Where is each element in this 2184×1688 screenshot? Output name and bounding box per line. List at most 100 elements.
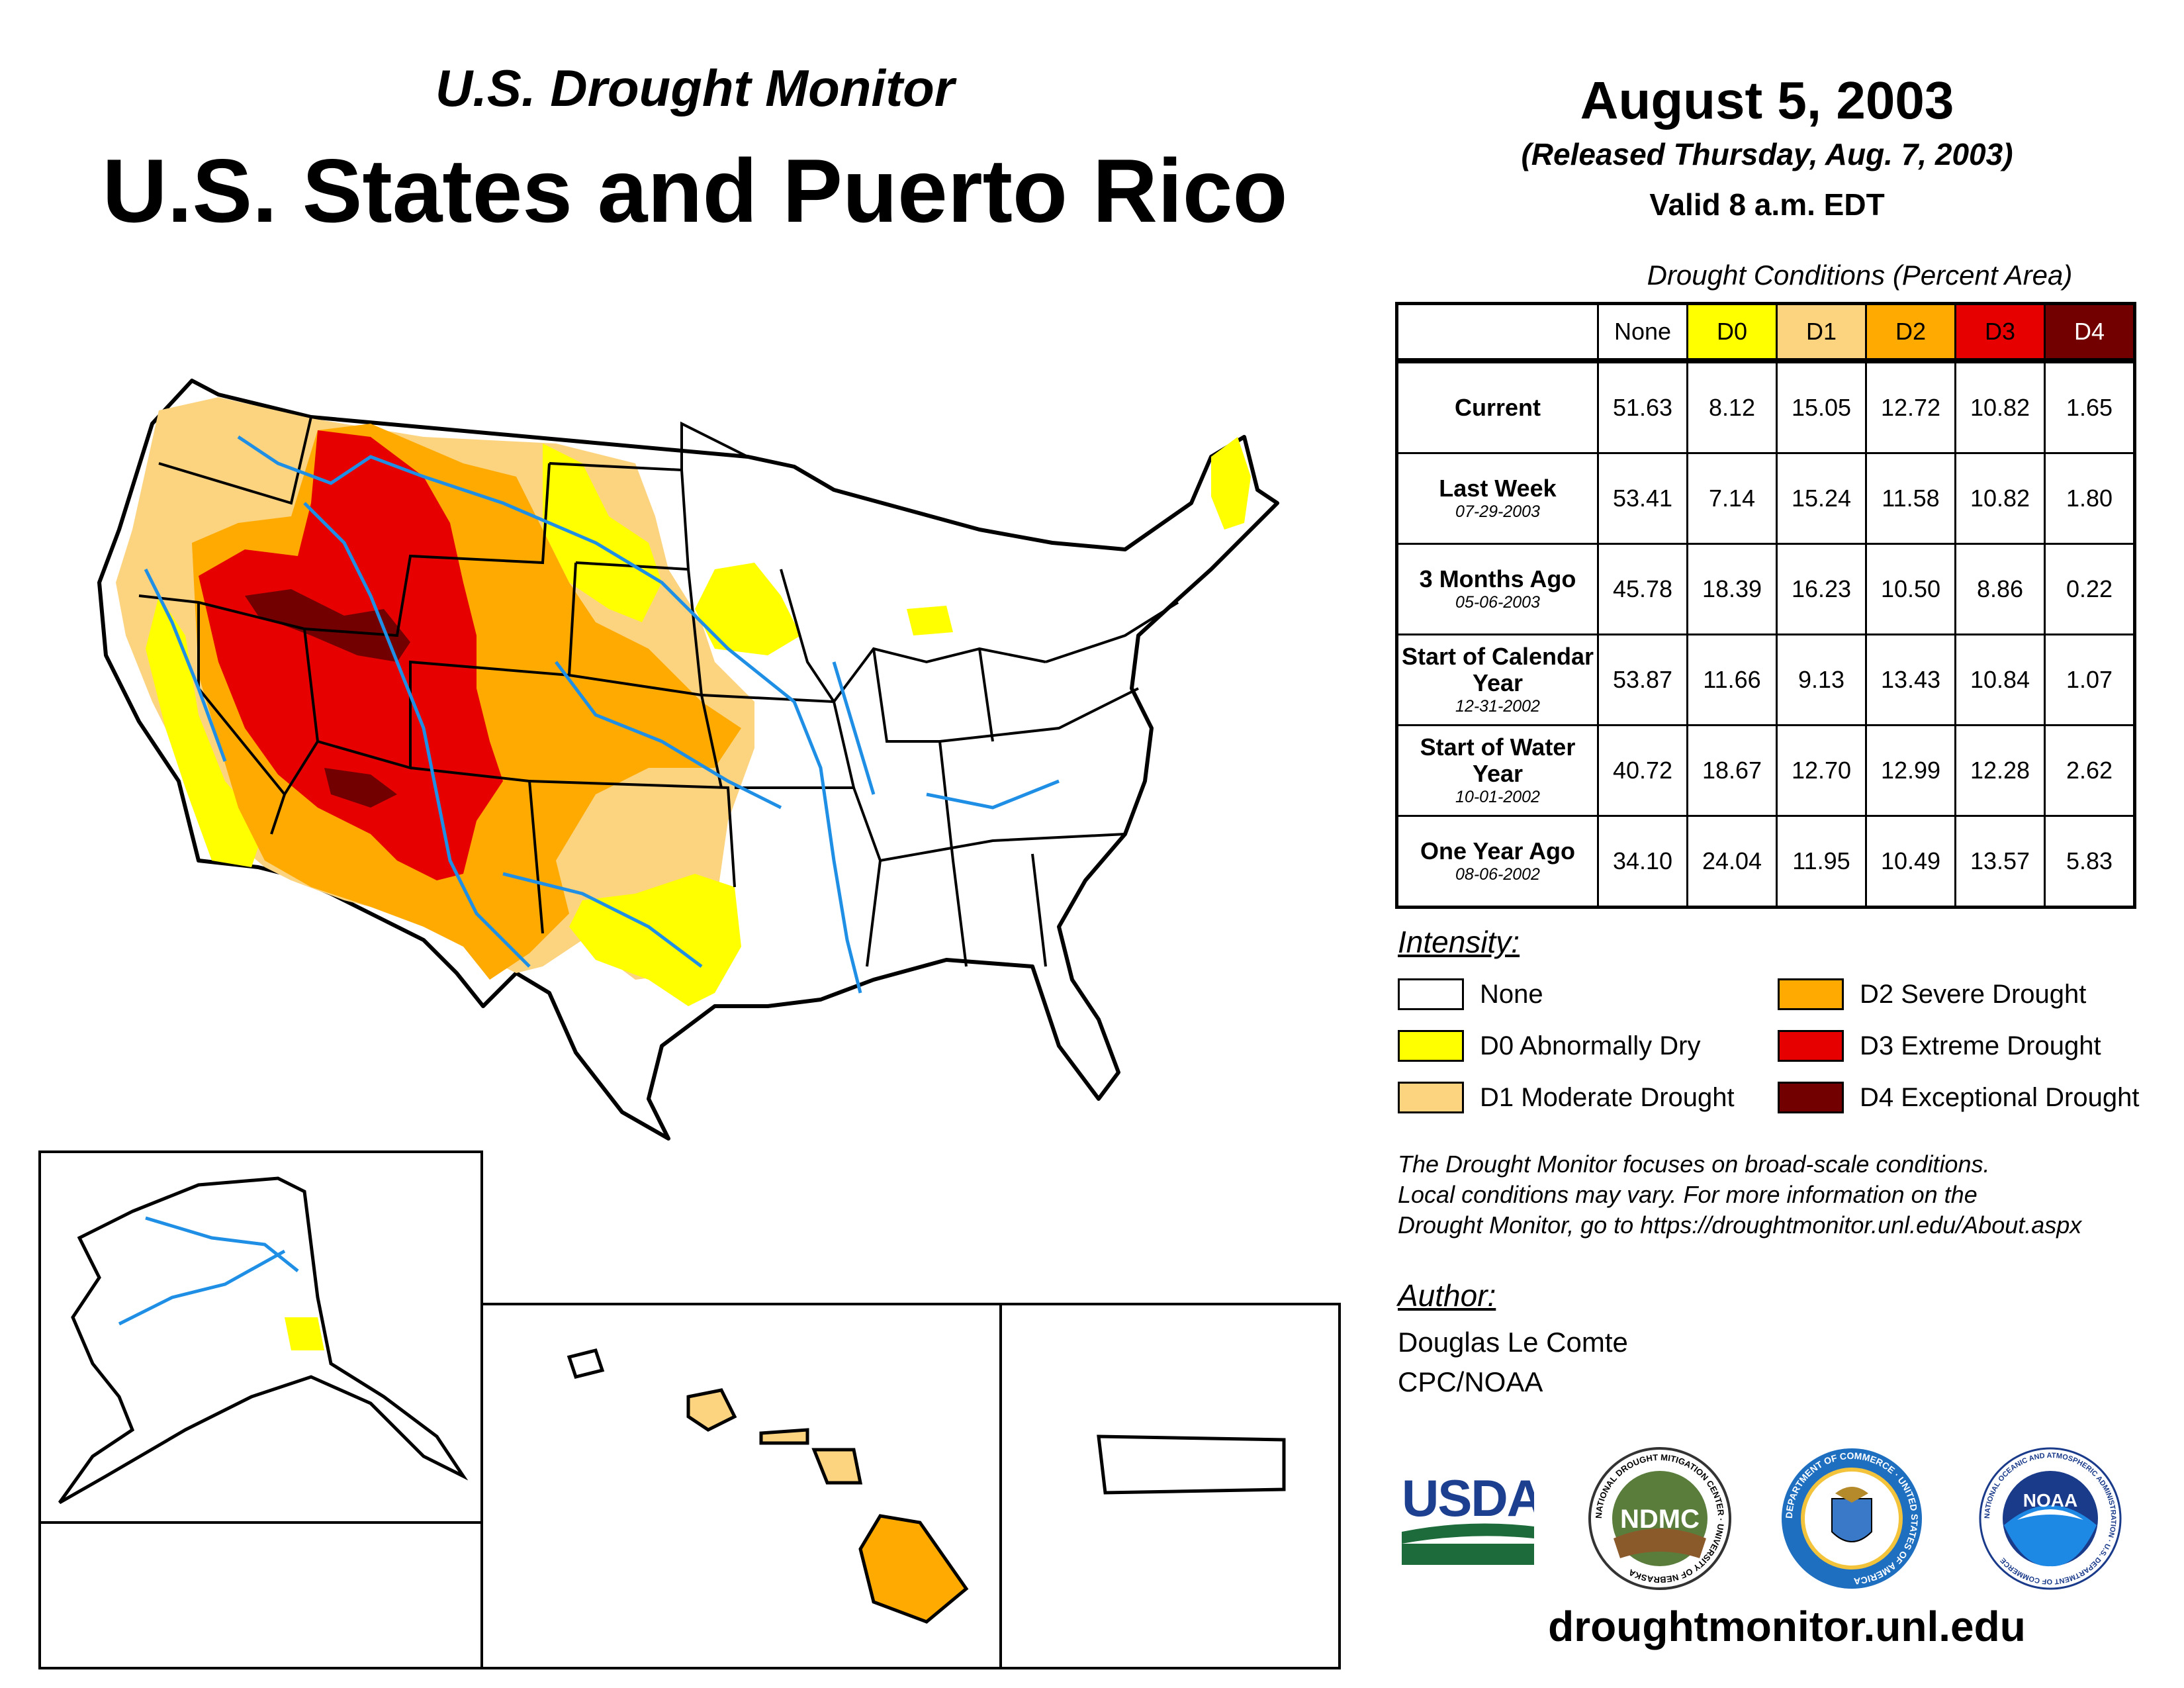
row-label: Current [1396, 358, 1599, 454]
legend-item-d2: D2 Severe Drought [1778, 978, 2086, 1010]
row-date: 05-06-2003 [1455, 593, 1540, 612]
table-header-row: None D0 D1 D2 D3 D4 [1396, 303, 2136, 362]
table-cell: 9.13 [1776, 633, 1867, 726]
row-label-text: Start of Water Year [1420, 733, 1576, 787]
hawaii-kauai [567, 1348, 605, 1379]
d0-region-maine [1211, 437, 1251, 530]
d0-region-cal [146, 596, 265, 867]
table-cell: 12.99 [1865, 724, 1956, 817]
legend-label: D2 Severe Drought [1860, 979, 2087, 1009]
col-header-d4: D4 [2044, 303, 2136, 362]
alaska-d0 [285, 1317, 324, 1350]
hawaii-big-island [858, 1514, 969, 1624]
legend-swatch [1398, 1082, 1464, 1113]
d3-region-west [199, 430, 503, 880]
col-header-d0: D0 [1686, 303, 1778, 362]
usda-logo-text: USDA [1402, 1469, 1534, 1527]
legend-swatch [1398, 978, 1464, 1010]
ndmc-logo-text: NDMC [1620, 1505, 1700, 1534]
table-cell: 18.39 [1686, 543, 1778, 635]
legend-label: D3 Extreme Drought [1860, 1031, 2101, 1060]
table-cell: 1.65 [2044, 358, 2136, 454]
col-header-d2: D2 [1865, 303, 1956, 362]
table-row: Start of Calendar Year 12-31-2002 53.87 11.… [1396, 633, 2136, 726]
table-cell: 10.82 [1954, 358, 2046, 454]
legend-item-d0: D0 Abnormally Dry [1398, 1030, 1700, 1062]
rivers [144, 435, 1060, 994]
table-cell: 12.28 [1954, 724, 2046, 817]
row-label-text: 3 Months Ago [1419, 565, 1576, 592]
website-link[interactable]: droughtmonitor.unl.edu [1548, 1603, 2026, 1650]
row-label: One Year Ago 08-06-2002 [1396, 815, 1599, 908]
row-date: 08-06-2002 [1455, 865, 1540, 884]
table-cell: 10.84 [1954, 633, 2046, 726]
table-cell: 53.87 [1597, 633, 1688, 726]
table-cell: 2.62 [2044, 724, 2136, 817]
d0-region-midwest [695, 563, 801, 655]
commerce-seal-logo: DEPARTMENT OF COMMERCE · UNITED STATES O… [1782, 1448, 1922, 1589]
hawaii-molokai [759, 1428, 809, 1445]
d4-region-sw [324, 768, 397, 808]
hawaii-maui [811, 1448, 863, 1485]
release-date: (Released Thursday, Aug. 7, 2003) [1521, 137, 2013, 171]
disclaimer-line: Local conditions may vary. For more info… [1398, 1181, 1978, 1208]
row-label-text: Current [1454, 394, 1541, 421]
legend-label: D4 Exceptional Drought [1860, 1082, 2140, 1112]
table-row: Start of Water Year 10-01-2002 40.72 18.67 1… [1396, 724, 2136, 817]
map-date: August 5, 2003 [1580, 71, 1954, 130]
legend-label: D0 Abnormally Dry [1480, 1031, 1701, 1060]
row-label: Last Week 07-29-2003 [1396, 452, 1599, 545]
d0-region-dakotas [543, 444, 662, 622]
legend-title: Intensity: [1398, 925, 1520, 959]
table-cell: 11.95 [1776, 815, 1867, 908]
table-cell: 11.58 [1865, 452, 1956, 545]
table-row: Current 51.63 8.12 15.05 12.72 10.82 1.65 [1396, 358, 2136, 454]
table-cell: 24.04 [1686, 815, 1778, 908]
row-label-text: One Year Ago [1420, 837, 1576, 865]
legend-item-d3: D3 Extreme Drought [1778, 1030, 2101, 1062]
disclaimer-line: The Drought Monitor focuses on broad-sca… [1398, 1150, 1990, 1178]
table-cell: 10.50 [1865, 543, 1956, 635]
table-cell: 7.14 [1686, 452, 1778, 545]
table-cell: 0.22 [2044, 543, 2136, 635]
row-label: 3 Months Ago 05-06-2003 [1396, 543, 1599, 635]
legend-item-none: None [1398, 978, 1543, 1010]
legend-label: D1 Moderate Drought [1480, 1082, 1735, 1112]
valid-time: Valid 8 a.m. EDT [1649, 187, 1885, 222]
d4-region-west [245, 589, 410, 662]
table-cell: 40.72 [1597, 724, 1688, 817]
drought-map [38, 379, 1341, 1669]
table-cell: 18.67 [1686, 724, 1778, 817]
row-date: 12-31-2002 [1455, 697, 1540, 716]
author-heading: Author: [1398, 1278, 1496, 1313]
drought-conditions-table: None D0 D1 D2 D3 D4 Current 51.63 8.12 15.0… [1395, 302, 2136, 909]
usda-logo: USDA [1402, 1469, 1534, 1565]
table-cell: 1.80 [2044, 452, 2136, 545]
table-cell: 13.57 [1954, 815, 2046, 908]
noaa-logo: NOAA NATIONAL OCEANIC AND ATMOSPHERIC AD… [1979, 1447, 2122, 1590]
table-cell: 10.82 [1954, 452, 2046, 545]
map-subtitle: U.S. Drought Monitor [435, 59, 955, 117]
table-cell: 15.24 [1776, 452, 1867, 545]
table-cell: 13.43 [1865, 633, 1956, 726]
row-date: 07-29-2003 [1455, 502, 1540, 521]
table-row: Last Week 07-29-2003 53.41 7.14 15.24 11.58 10… [1396, 452, 2136, 545]
table-cell: 12.70 [1776, 724, 1867, 817]
legend-swatch [1778, 1030, 1844, 1062]
legend-item-d1: D1 Moderate Drought [1398, 1082, 1735, 1113]
legend-label: None [1480, 979, 1543, 1009]
table-row: One Year Ago 08-06-2002 34.10 24.04 11.95 10.… [1396, 815, 2136, 908]
state-borders [138, 416, 1179, 967]
table-cell: 16.23 [1776, 543, 1867, 635]
row-label-text: Last Week [1439, 475, 1557, 502]
row-label: Start of Calendar Year 12-31-2002 [1396, 633, 1599, 726]
table-cell: 51.63 [1597, 358, 1688, 454]
legend-swatch [1778, 978, 1844, 1010]
disclaimer-text: The Drought Monitor focuses on broad-sca… [1398, 1149, 2159, 1241]
map-title: U.S. States and Puerto Rico [102, 140, 1288, 241]
ndmc-logo: NDMC NATIONAL DROUGHT MITIGATION CENTER … [1588, 1447, 1731, 1590]
row-label-text: Start of Calendar Year [1401, 643, 1594, 696]
hawaii-oahu [686, 1388, 737, 1432]
table-cell: 12.72 [1865, 358, 1956, 454]
puerto-rico-outline [1097, 1434, 1286, 1495]
